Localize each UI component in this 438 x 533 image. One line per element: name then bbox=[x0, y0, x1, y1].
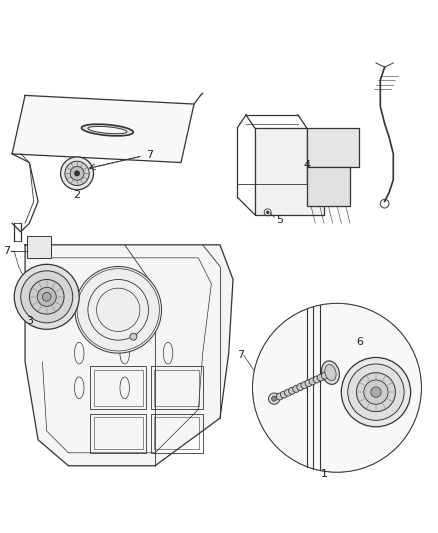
Ellipse shape bbox=[321, 361, 339, 384]
Polygon shape bbox=[12, 95, 194, 163]
Circle shape bbox=[60, 157, 94, 190]
Bar bbox=[307, 128, 359, 167]
Text: 7: 7 bbox=[237, 350, 244, 360]
Circle shape bbox=[21, 271, 73, 323]
Circle shape bbox=[297, 384, 304, 391]
Circle shape bbox=[252, 303, 421, 472]
Circle shape bbox=[37, 287, 56, 306]
Circle shape bbox=[29, 246, 34, 250]
Polygon shape bbox=[25, 245, 233, 466]
Bar bbox=[27, 236, 51, 258]
Bar bbox=[154, 369, 199, 406]
Text: 3: 3 bbox=[26, 316, 33, 326]
Circle shape bbox=[65, 161, 89, 185]
Text: 6: 6 bbox=[357, 337, 364, 348]
Circle shape bbox=[371, 387, 381, 397]
Circle shape bbox=[305, 379, 312, 386]
Circle shape bbox=[266, 211, 269, 214]
Circle shape bbox=[14, 264, 79, 329]
Circle shape bbox=[285, 389, 291, 396]
Polygon shape bbox=[254, 128, 324, 214]
Circle shape bbox=[293, 385, 300, 392]
Bar bbox=[154, 417, 199, 449]
Circle shape bbox=[357, 373, 396, 411]
Bar bbox=[151, 366, 203, 409]
Circle shape bbox=[70, 166, 84, 180]
Circle shape bbox=[301, 382, 308, 389]
Text: 5: 5 bbox=[276, 215, 283, 225]
Circle shape bbox=[280, 391, 287, 398]
Circle shape bbox=[309, 378, 316, 385]
Circle shape bbox=[321, 372, 328, 379]
Circle shape bbox=[364, 380, 388, 404]
Ellipse shape bbox=[88, 126, 127, 134]
Circle shape bbox=[268, 393, 280, 404]
Text: 7: 7 bbox=[146, 150, 153, 160]
Bar bbox=[90, 366, 146, 409]
Bar bbox=[151, 414, 203, 453]
Bar bbox=[307, 167, 350, 206]
Ellipse shape bbox=[81, 124, 133, 136]
Ellipse shape bbox=[325, 365, 336, 381]
Circle shape bbox=[276, 393, 283, 400]
Text: 2: 2 bbox=[74, 190, 81, 200]
Circle shape bbox=[313, 376, 320, 383]
Circle shape bbox=[289, 387, 296, 394]
Circle shape bbox=[272, 396, 277, 401]
Text: 4: 4 bbox=[304, 160, 311, 169]
Text: 7: 7 bbox=[3, 246, 10, 256]
Bar bbox=[94, 369, 143, 406]
Circle shape bbox=[317, 374, 324, 381]
Bar bbox=[90, 414, 146, 453]
Circle shape bbox=[29, 279, 64, 314]
Circle shape bbox=[74, 171, 80, 176]
Circle shape bbox=[130, 333, 137, 340]
Circle shape bbox=[348, 364, 404, 421]
Circle shape bbox=[75, 266, 162, 353]
Bar bbox=[94, 417, 143, 449]
Circle shape bbox=[341, 358, 410, 427]
Text: 1: 1 bbox=[321, 469, 328, 479]
Circle shape bbox=[42, 293, 51, 301]
